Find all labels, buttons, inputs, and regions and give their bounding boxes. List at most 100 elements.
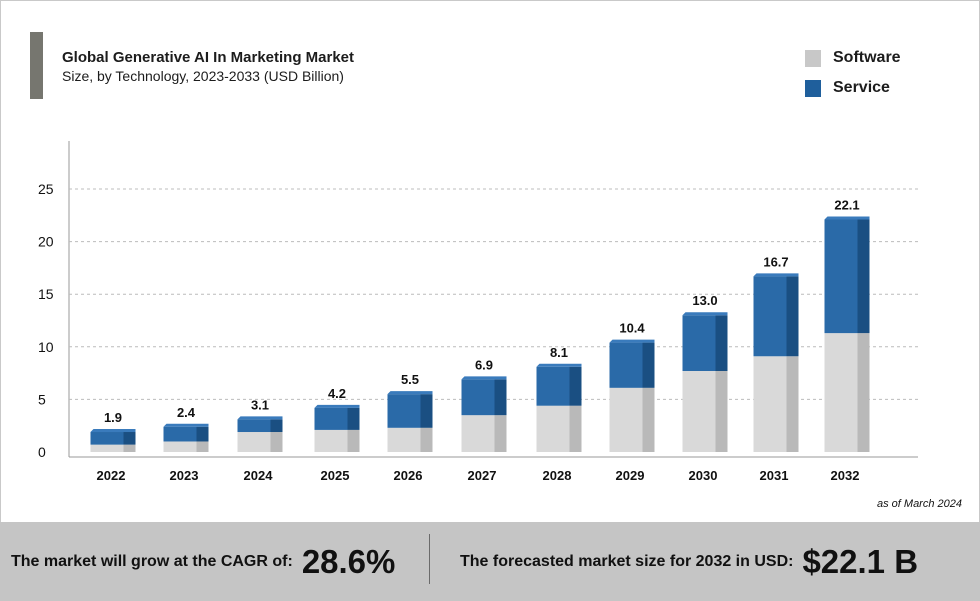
bar-software-2031 xyxy=(753,356,787,452)
y-tick-label: 15 xyxy=(38,286,54,302)
forecast-value: $22.1 B xyxy=(802,542,919,580)
bar-software-2027 xyxy=(461,415,495,452)
legend-label-service: Service xyxy=(833,79,890,96)
data-label-2028: 8.1 xyxy=(550,345,568,360)
data-label-2024: 3.1 xyxy=(251,397,269,412)
bar-top-cap-2029 xyxy=(609,339,655,343)
bar-service-side-2024 xyxy=(270,419,283,433)
bar-software-side-2022 xyxy=(123,444,136,452)
bar-service-2030 xyxy=(682,315,716,371)
data-label-2023: 2.4 xyxy=(177,405,196,420)
bar-software-side-2029 xyxy=(642,387,655,452)
chart-subtitle: Size, by Technology, 2023-2033 (USD Bill… xyxy=(62,68,344,84)
bar-software-2026 xyxy=(387,427,421,452)
bar-software-side-2023 xyxy=(196,441,209,452)
x-tick-label-2024: 2024 xyxy=(244,468,274,483)
legend-swatch-service xyxy=(805,79,821,97)
bar-top-cap-2024 xyxy=(237,416,283,420)
bar-software-side-2030 xyxy=(715,370,728,452)
bar-top-cap-2022 xyxy=(90,429,136,433)
x-tick-label-2026: 2026 xyxy=(394,468,423,483)
bar-service-side-2032 xyxy=(857,219,870,334)
data-label-2022: 1.9 xyxy=(104,410,122,425)
bar-top-cap-2031 xyxy=(753,273,799,277)
x-tick-label-2031: 2031 xyxy=(760,468,789,483)
bar-service-side-2027 xyxy=(494,379,507,416)
bar-top-cap-2023 xyxy=(163,423,209,427)
bar-top-cap-2030 xyxy=(682,312,728,316)
cagr-summary: The market will grow at the CAGR of: 28.… xyxy=(11,522,395,601)
bar-service-2023 xyxy=(163,426,197,442)
bar-software-2024 xyxy=(237,432,271,452)
bar-software-side-2028 xyxy=(569,405,582,452)
legend: Software Service xyxy=(805,43,901,103)
bar-service-side-2028 xyxy=(569,366,582,406)
y-tick-label: 5 xyxy=(38,391,46,407)
as-of-note: as of March 2024 xyxy=(877,498,962,510)
y-tick-label: 0 xyxy=(38,444,46,460)
bar-service-2032 xyxy=(824,219,858,334)
bar-top-cap-2025 xyxy=(314,404,360,408)
legend-swatch-software xyxy=(805,49,821,67)
bar-software-side-2027 xyxy=(494,415,507,452)
footer-divider xyxy=(429,534,430,584)
bar-software-2030 xyxy=(682,370,716,452)
bar-software-side-2031 xyxy=(786,356,799,452)
x-tick-label-2022: 2022 xyxy=(97,468,126,483)
bar-top-cap-2027 xyxy=(461,376,507,380)
legend-item-software: Software xyxy=(805,43,901,73)
bar-software-2023 xyxy=(163,441,197,452)
data-label-2029: 10.4 xyxy=(619,321,645,336)
bar-software-2025 xyxy=(314,429,348,452)
bar-top-cap-2032 xyxy=(824,216,870,220)
data-label-2031: 16.7 xyxy=(763,254,788,269)
forecast-summary: The forecasted market size for 2032 in U… xyxy=(460,522,918,601)
bar-software-2032 xyxy=(824,333,858,452)
bar-service-side-2031 xyxy=(786,276,799,357)
x-tick-label-2028: 2028 xyxy=(543,468,572,483)
forecast-label: The forecasted market size for 2032 in U… xyxy=(460,552,794,570)
bar-service-side-2026 xyxy=(420,394,433,428)
bar-software-side-2032 xyxy=(857,333,870,452)
bar-software-side-2026 xyxy=(420,427,433,452)
data-label-2030: 13.0 xyxy=(692,293,717,308)
legend-item-service: Service xyxy=(805,73,901,103)
data-label-2032: 22.1 xyxy=(834,198,859,213)
y-tick-label: 25 xyxy=(38,181,54,197)
bar-service-2031 xyxy=(753,276,787,357)
bar-software-2029 xyxy=(609,387,643,452)
footer-summary: The market will grow at the CAGR of: 28.… xyxy=(0,522,980,601)
bar-software-side-2024 xyxy=(270,432,283,452)
bar-service-2026 xyxy=(387,394,421,428)
x-tick-label-2023: 2023 xyxy=(170,468,199,483)
legend-label-software: Software xyxy=(833,49,901,66)
stacked-bar-chart: 05101520251.920222.420233.120244.220255.… xyxy=(38,141,918,483)
data-label-2026: 5.5 xyxy=(401,372,419,387)
data-label-2025: 4.2 xyxy=(328,386,346,401)
chart-title: Global Generative AI In Marketing Market xyxy=(62,49,355,66)
bar-service-2025 xyxy=(314,407,348,430)
bar-software-2022 xyxy=(90,444,124,452)
bar-service-2027 xyxy=(461,379,495,416)
x-tick-label-2032: 2032 xyxy=(831,468,860,483)
data-label-2027: 6.9 xyxy=(475,357,493,372)
bar-service-2024 xyxy=(237,419,271,433)
bar-software-2028 xyxy=(536,405,570,452)
bar-service-side-2029 xyxy=(642,342,655,388)
y-tick-label: 20 xyxy=(38,234,54,250)
title-accent-bar xyxy=(30,32,43,99)
bar-service-side-2022 xyxy=(123,432,136,445)
bar-service-side-2030 xyxy=(715,315,728,371)
cagr-label: The market will grow at the CAGR of: xyxy=(11,552,293,570)
bar-service-2029 xyxy=(609,342,643,388)
bar-top-cap-2026 xyxy=(387,391,433,395)
x-tick-label-2029: 2029 xyxy=(616,468,645,483)
bar-top-cap-2028 xyxy=(536,363,582,367)
x-tick-label-2027: 2027 xyxy=(468,468,497,483)
x-tick-label-2030: 2030 xyxy=(689,468,718,483)
bar-service-2022 xyxy=(90,432,124,445)
y-tick-label: 10 xyxy=(38,339,54,355)
cagr-value: 28.6% xyxy=(301,542,396,580)
bar-service-side-2023 xyxy=(196,426,209,442)
